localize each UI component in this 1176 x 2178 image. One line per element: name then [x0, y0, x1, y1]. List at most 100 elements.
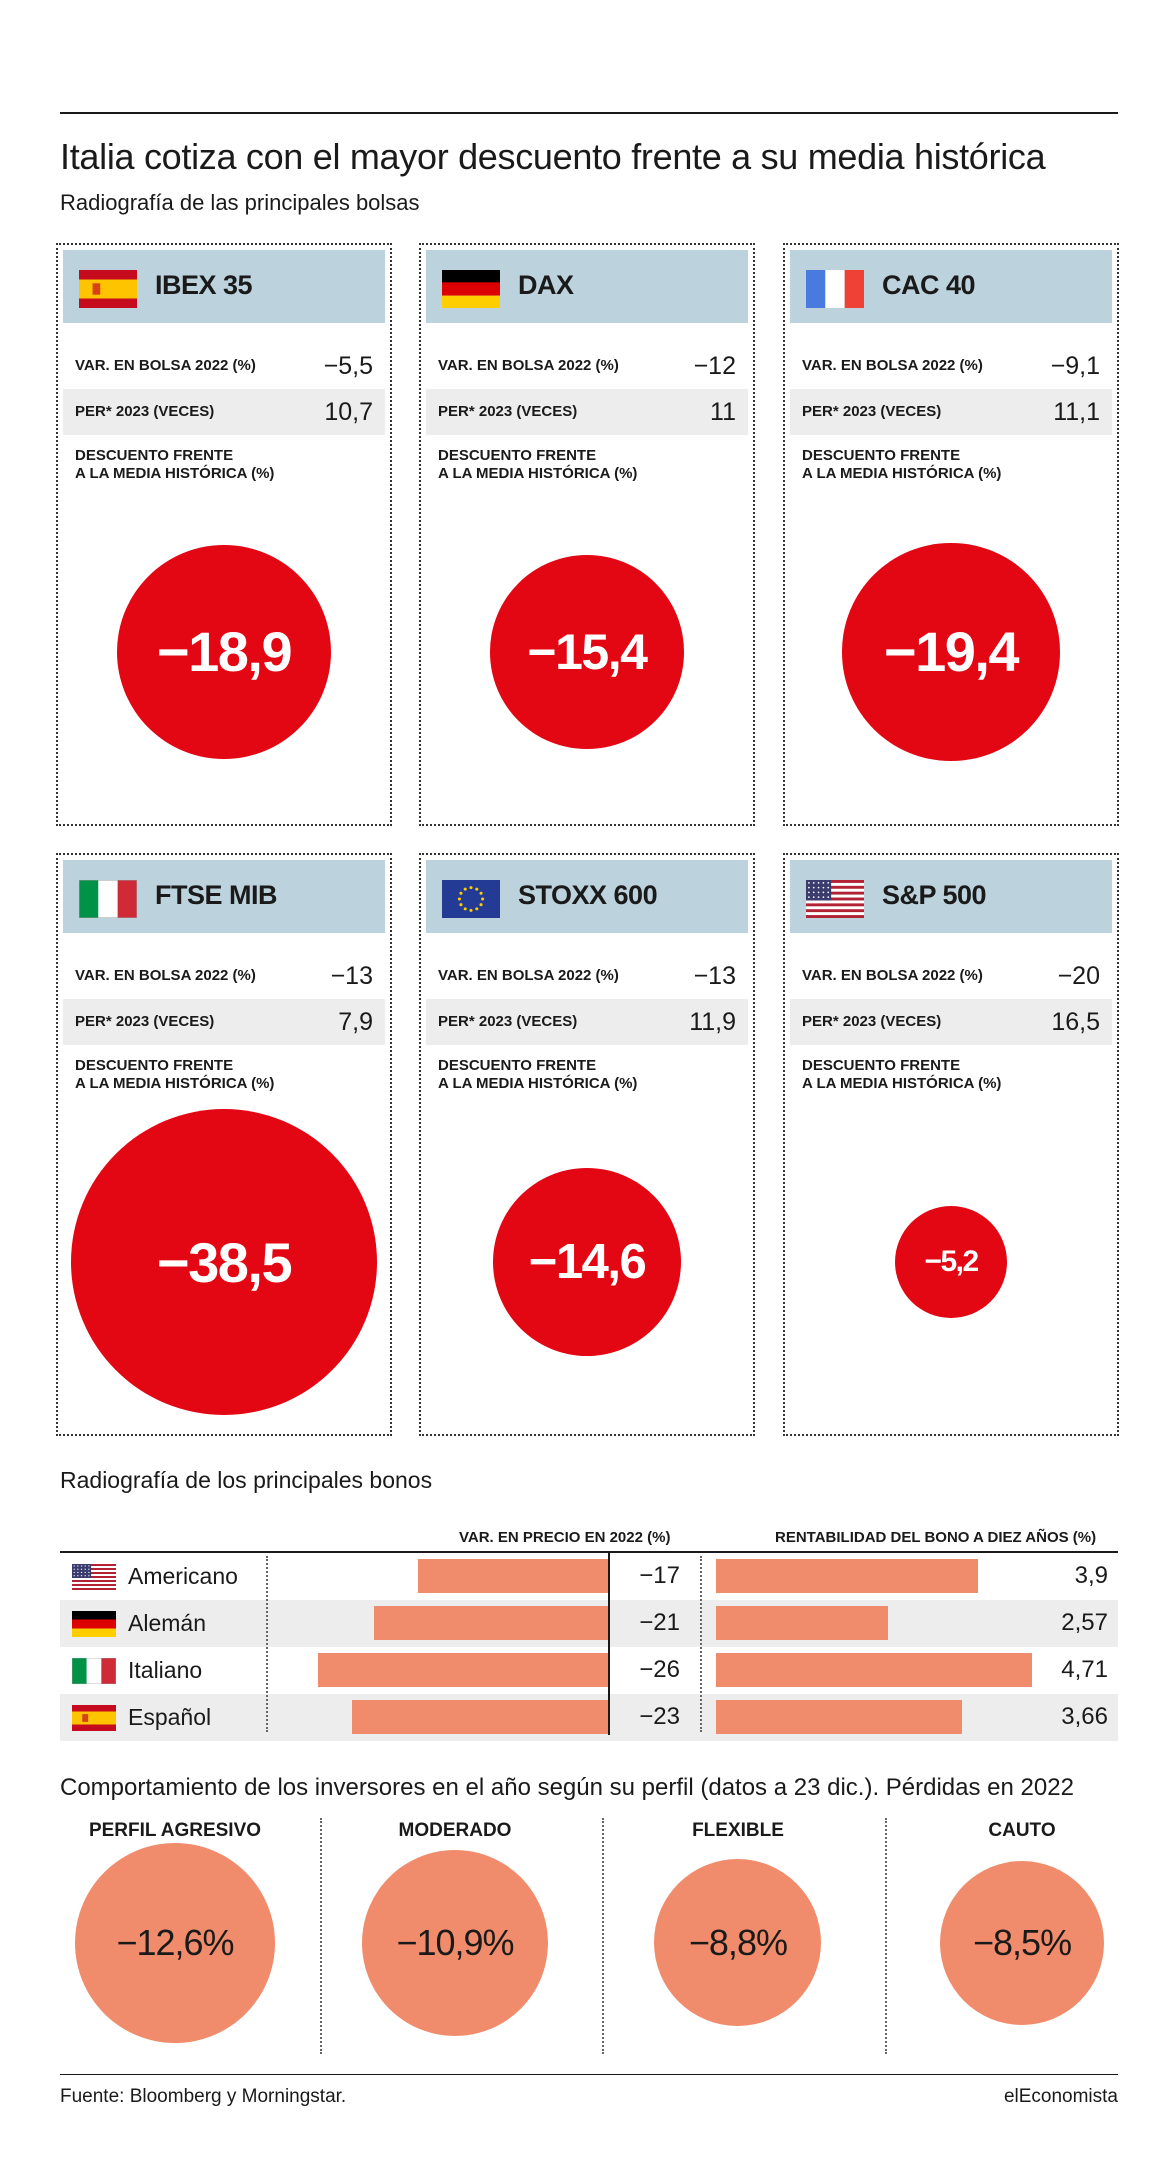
bonds-header-rule: [60, 1551, 1118, 1553]
discount-label: DESCUENTO FRENTE A LA MEDIA HISTÓRICA (%…: [802, 447, 1002, 482]
bond-row: Italiano −26 4,71: [60, 1647, 1118, 1694]
per-label: PER* 2023 (VECES): [438, 403, 578, 420]
bond-name: Italiano: [128, 1657, 203, 1683]
bond-name: Alemán: [128, 1610, 206, 1636]
profile-value: −8,5%: [973, 1922, 1072, 1964]
discount-label: DESCUENTO FRENTE A LA MEDIA HISTÓRICA (%…: [75, 1057, 275, 1092]
var-label: VAR. EN BOLSA 2022 (%): [802, 357, 983, 374]
yield-value: 3,66: [1061, 1703, 1108, 1730]
index-card: S&P 500 VAR. EN BOLSA 2022 (%) −20 PER* 202…: [783, 853, 1119, 1436]
eu-flag-graphic: [442, 880, 500, 918]
profile-bubble: −8,5%: [939, 1860, 1105, 2026]
per-label: PER* 2023 (VECES): [75, 1013, 215, 1030]
yield-bar: [716, 1653, 1032, 1687]
index-card: STOXX 600 VAR. EN BOLSA 2022 (%) −13 PER* 2…: [419, 853, 755, 1436]
var-label: VAR. EN BOLSA 2022 (%): [438, 967, 619, 984]
bond-name: Español: [128, 1704, 212, 1730]
discount-value: −15,4: [527, 623, 648, 680]
yield-bar: [716, 1700, 962, 1734]
var-row: VAR. EN BOLSA 2022 (%) −9,1: [790, 343, 1112, 389]
discount-value: −38,5: [156, 1230, 293, 1294]
chart-title: Italia cotiza con el mayor descuento fre…: [60, 136, 1046, 177]
var-row: VAR. EN BOLSA 2022 (%) −13: [426, 953, 748, 999]
footer-rule: [60, 2074, 1118, 2075]
italy-flag-graphic: [79, 880, 137, 918]
discount-bubble: −5,2: [894, 1205, 1008, 1319]
usa-flag-graphic: [72, 1564, 116, 1590]
per-value: 11,1: [1053, 398, 1100, 426]
yield-bar: [716, 1559, 978, 1593]
index-name: STOXX 600: [518, 880, 658, 910]
price-axis-line: [608, 1553, 610, 1735]
discount-label: DESCUENTO FRENTE A LA MEDIA HISTÓRICA (%…: [75, 447, 275, 482]
profile-label: CAUTO: [988, 1820, 1056, 1841]
bond-row: Español −23 3,66: [60, 1694, 1118, 1741]
bonds-yield-header: RENTABILIDAD DEL BONO A DIEZ AÑOS (%): [775, 1529, 1097, 1546]
germany-flag: [72, 1611, 116, 1637]
per-row: PER* 2023 (VECES) 16,5: [790, 999, 1112, 1045]
germany-flag: [442, 270, 500, 308]
price-value: −17: [639, 1562, 680, 1589]
per-row: PER* 2023 (VECES) 10,7: [63, 389, 385, 435]
profile-bubble: −10,9%: [362, 1850, 548, 2036]
italy-flag: [72, 1658, 116, 1684]
index-name: FTSE MIB: [155, 880, 278, 910]
per-label: PER* 2023 (VECES): [438, 1013, 578, 1030]
profile-label: MODERADO: [398, 1820, 512, 1841]
var-row: VAR. EN BOLSA 2022 (%) −20: [790, 953, 1112, 999]
chart-subtitle: Radiografía de las principales bolsas: [60, 190, 420, 215]
france-flag: [806, 270, 864, 308]
var-value: −13: [330, 962, 373, 990]
per-value: 16,5: [1051, 1008, 1100, 1036]
index-card: IBEX 35 VAR. EN BOLSA 2022 (%) −5,5 PER* 20…: [56, 243, 392, 826]
bonds-title: Radiografía de los principales bonos: [60, 1467, 433, 1493]
discount-bubble: −38,5: [71, 1109, 377, 1415]
index-card: FTSE MIB VAR. EN BOLSA 2022 (%) −13 PER* 20…: [56, 853, 392, 1436]
discount-label: DESCUENTO FRENTE A LA MEDIA HISTÓRICA (%…: [438, 1057, 638, 1092]
discount-bubble: −19,4: [842, 543, 1060, 761]
index-card: CAC 40 VAR. EN BOLSA 2022 (%) −9,1 PER* 202…: [783, 243, 1119, 826]
profile-divider: [320, 1818, 322, 2054]
discount-label: DESCUENTO FRENTE A LA MEDIA HISTÓRICA (%…: [802, 1057, 1002, 1092]
spain-flag-graphic: [72, 1705, 116, 1731]
brand-logo: elEconomista: [1003, 2086, 1118, 2107]
france-flag-graphic: [806, 270, 864, 308]
yield-value: 2,57: [1061, 1609, 1108, 1636]
profile-label: FLEXIBLE: [692, 1820, 784, 1841]
index-name: IBEX 35: [155, 270, 253, 300]
index-header: CAC 40: [790, 250, 1112, 323]
usa-flag: [72, 1564, 116, 1590]
usa-flag-graphic: [806, 880, 864, 918]
var-label: VAR. EN BOLSA 2022 (%): [75, 967, 256, 984]
profile-value: −8,8%: [688, 1921, 788, 1963]
profile-divider: [602, 1818, 604, 2054]
profile-divider: [885, 1818, 887, 2054]
investors-title: Comportamiento de los inversores en el a…: [60, 1774, 1074, 1801]
bond-row: Americano −17 3,9: [60, 1553, 1118, 1600]
spain-flag: [72, 1705, 116, 1731]
per-value: 11,9: [689, 1008, 736, 1036]
profile-value: −10,9%: [396, 1922, 514, 1963]
per-value: 10,7: [324, 398, 373, 426]
var-value: −20: [1057, 962, 1100, 990]
italy-flag-graphic: [72, 1658, 116, 1684]
var-value: −9,1: [1050, 352, 1100, 380]
price-bar: [373, 1606, 608, 1640]
profile-bubble: −12,6%: [75, 1843, 275, 2043]
per-label: PER* 2023 (VECES): [75, 403, 215, 420]
yield-divider: [700, 1556, 702, 1732]
per-row: PER* 2023 (VECES) 7,9: [63, 999, 385, 1045]
discount-label: DESCUENTO FRENTE A LA MEDIA HISTÓRICA (%…: [438, 447, 638, 482]
var-value: −5,5: [323, 352, 373, 380]
per-value: 7,9: [338, 1008, 373, 1036]
spain-flag: [79, 270, 137, 308]
index-name: DAX: [518, 270, 574, 300]
profile-label: PERFIL AGRESIVO: [88, 1820, 262, 1841]
bonds-price-header: VAR. EN PRECIO EN 2022 (%): [459, 1529, 671, 1546]
discount-value: −14,6: [528, 1234, 647, 1289]
per-row: PER* 2023 (VECES) 11,1: [790, 389, 1112, 435]
discount-value: −5,2: [924, 1245, 979, 1279]
price-value: −26: [639, 1656, 680, 1683]
yield-value: 3,9: [1074, 1562, 1108, 1589]
var-row: VAR. EN BOLSA 2022 (%) −12: [426, 343, 748, 389]
